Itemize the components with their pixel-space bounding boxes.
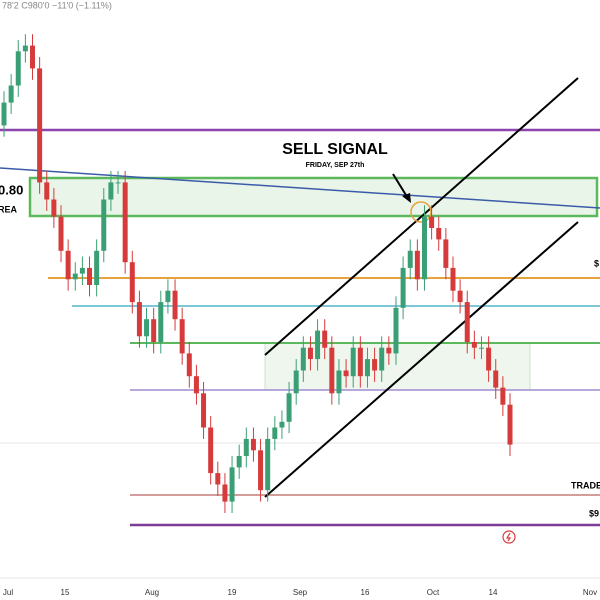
right-label: $ bbox=[594, 258, 599, 268]
candle-body bbox=[450, 267, 456, 291]
candle-body bbox=[122, 182, 128, 263]
channel-line bbox=[264, 221, 579, 498]
trade-label: TRADE bbox=[571, 480, 600, 490]
candle-body bbox=[436, 228, 442, 240]
candle-body bbox=[507, 404, 513, 445]
candle-body bbox=[236, 456, 242, 468]
candle-body bbox=[72, 273, 78, 280]
area-label: REA bbox=[0, 204, 18, 214]
candle-body bbox=[393, 307, 399, 354]
x-tick-label: 15 bbox=[61, 588, 70, 597]
candle-body bbox=[79, 267, 85, 274]
arrow-head bbox=[402, 193, 411, 203]
candle-body bbox=[44, 182, 50, 200]
candle-body bbox=[108, 182, 114, 200]
candle-body bbox=[272, 427, 278, 439]
candle-body bbox=[407, 250, 413, 268]
candle-body bbox=[115, 182, 121, 184]
candle-body bbox=[250, 438, 256, 451]
candle-body bbox=[300, 347, 306, 371]
candle-body bbox=[443, 239, 449, 268]
signal-title: SELL SIGNAL bbox=[282, 141, 388, 158]
candle-body bbox=[65, 250, 71, 280]
candle-body bbox=[265, 438, 271, 491]
candle-body bbox=[151, 319, 157, 342]
candle-body bbox=[58, 216, 64, 251]
candle-body bbox=[229, 467, 235, 502]
candle-body bbox=[400, 267, 406, 308]
candle-body bbox=[129, 262, 135, 303]
signal-circle bbox=[410, 201, 432, 223]
candle-body bbox=[51, 199, 57, 217]
alert-bolt bbox=[505, 532, 512, 542]
candle-body bbox=[215, 473, 221, 485]
candle-body bbox=[258, 450, 264, 491]
candle-body bbox=[279, 421, 285, 428]
candle-body bbox=[464, 302, 470, 342]
candle-body bbox=[293, 370, 299, 394]
candle-body bbox=[87, 267, 93, 285]
candle-body bbox=[193, 376, 199, 394]
candle-body bbox=[186, 353, 192, 377]
candle-body bbox=[364, 359, 370, 377]
x-tick-label: 14 bbox=[489, 588, 498, 597]
candle-body bbox=[486, 347, 492, 371]
candle-body bbox=[1, 102, 7, 126]
candle-body bbox=[179, 319, 185, 354]
x-tick-label: 16 bbox=[361, 588, 370, 597]
candle-body bbox=[243, 438, 249, 456]
candle-body bbox=[357, 347, 363, 377]
candle-body bbox=[286, 393, 292, 422]
ohlc-header: 78'2 C980'0 −11'0 (−1.11%) bbox=[2, 0, 112, 10]
x-tick-label: Jul bbox=[3, 588, 13, 597]
candle-body bbox=[343, 370, 349, 377]
candle-body bbox=[471, 342, 477, 348]
candle-body bbox=[478, 347, 484, 349]
signal-date: FRIDAY, SEP 27th bbox=[306, 162, 365, 169]
candle-body bbox=[222, 484, 228, 502]
candle-body bbox=[144, 319, 150, 337]
candle-body bbox=[414, 250, 420, 280]
candle-body bbox=[429, 216, 435, 228]
candle-body bbox=[94, 250, 100, 285]
channel-line bbox=[264, 77, 579, 356]
candle-body bbox=[37, 68, 43, 183]
candle-body bbox=[101, 199, 107, 251]
supply-zone bbox=[28, 176, 599, 218]
candle-body bbox=[322, 330, 328, 348]
candle-body bbox=[493, 370, 499, 388]
x-tick-label: 19 bbox=[228, 588, 237, 597]
candle-body bbox=[329, 347, 335, 394]
candle-body bbox=[336, 370, 342, 394]
trend-line bbox=[0, 167, 600, 209]
candle-body bbox=[172, 290, 178, 320]
candle-body bbox=[8, 85, 14, 103]
candle-body bbox=[22, 45, 28, 52]
candle-body bbox=[15, 51, 21, 86]
candle-body bbox=[372, 359, 378, 371]
x-tick-label: Aug bbox=[145, 588, 159, 597]
candle-body bbox=[201, 393, 207, 428]
price-label: $9 bbox=[589, 508, 599, 518]
candle-body bbox=[315, 330, 321, 360]
x-tick-label: Oct bbox=[427, 588, 440, 597]
x-tick-label: Nov bbox=[583, 588, 597, 597]
x-tick-label: Sep bbox=[293, 588, 308, 597]
candle-body bbox=[30, 45, 36, 69]
candle-body bbox=[379, 347, 385, 371]
candles bbox=[1, 34, 513, 513]
candle-body bbox=[457, 290, 463, 303]
candle-body bbox=[386, 347, 392, 354]
candle-body bbox=[421, 216, 427, 280]
candle-body bbox=[165, 290, 171, 303]
candle-body bbox=[500, 387, 506, 405]
alert-icon bbox=[502, 530, 516, 544]
price-label: 0.80 bbox=[0, 182, 23, 197]
candle-body bbox=[307, 347, 313, 360]
candle-body bbox=[136, 302, 142, 337]
candle-body bbox=[350, 347, 356, 377]
candle-body bbox=[158, 302, 164, 342]
candle-body bbox=[208, 427, 214, 474]
